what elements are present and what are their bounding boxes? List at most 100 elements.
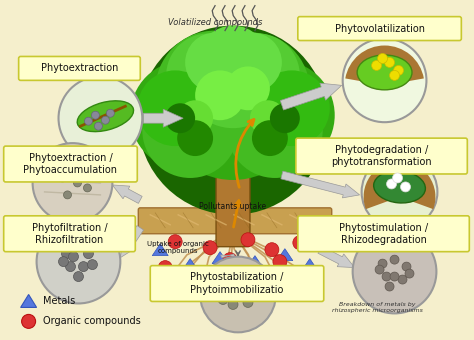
Circle shape <box>183 29 283 128</box>
Circle shape <box>69 252 79 261</box>
Circle shape <box>387 179 397 189</box>
Circle shape <box>83 249 93 259</box>
FancyArrow shape <box>120 225 144 258</box>
FancyArrow shape <box>112 185 142 203</box>
Polygon shape <box>302 259 318 271</box>
Polygon shape <box>162 269 178 280</box>
Circle shape <box>137 70 213 146</box>
Polygon shape <box>277 249 293 261</box>
Circle shape <box>142 82 238 178</box>
Circle shape <box>83 184 91 192</box>
Circle shape <box>72 242 82 252</box>
Circle shape <box>198 26 268 95</box>
Circle shape <box>248 289 258 300</box>
Circle shape <box>79 261 89 272</box>
Circle shape <box>194 33 310 148</box>
Circle shape <box>250 100 286 136</box>
Circle shape <box>385 282 394 291</box>
Circle shape <box>106 109 114 117</box>
FancyBboxPatch shape <box>216 153 250 247</box>
Circle shape <box>375 265 384 274</box>
Circle shape <box>265 243 279 257</box>
Circle shape <box>222 33 282 92</box>
Circle shape <box>402 262 411 271</box>
Text: Uptake of organic
compounds: Uptake of organic compounds <box>147 241 209 254</box>
Circle shape <box>223 253 237 267</box>
Circle shape <box>225 61 335 170</box>
Circle shape <box>226 66 270 110</box>
FancyArrow shape <box>281 171 360 198</box>
Circle shape <box>73 179 82 187</box>
Circle shape <box>398 275 407 284</box>
FancyArrow shape <box>143 109 183 127</box>
Circle shape <box>64 191 72 199</box>
Circle shape <box>94 122 102 130</box>
Text: Phytoextraction /
Phytoaccumulation: Phytoextraction / Phytoaccumulation <box>24 153 118 175</box>
FancyBboxPatch shape <box>18 56 140 80</box>
Text: Phytodegradation /
phytotransformation: Phytodegradation / phytotransformation <box>331 145 432 167</box>
Circle shape <box>195 70 245 120</box>
Text: Volatilized compounds: Volatilized compounds <box>168 18 262 27</box>
Circle shape <box>390 70 400 80</box>
Text: Phytovolatilization: Phytovolatilization <box>335 23 425 34</box>
Text: Organic compounds: Organic compounds <box>43 317 140 326</box>
Circle shape <box>390 272 399 281</box>
Circle shape <box>165 103 195 133</box>
Circle shape <box>238 279 248 289</box>
Circle shape <box>158 261 172 275</box>
Ellipse shape <box>374 171 425 203</box>
Circle shape <box>390 255 399 264</box>
Circle shape <box>155 31 275 150</box>
Circle shape <box>353 230 437 313</box>
Circle shape <box>177 120 213 156</box>
Circle shape <box>62 249 72 259</box>
Circle shape <box>33 143 112 223</box>
Circle shape <box>382 272 391 281</box>
Circle shape <box>166 34 250 117</box>
Circle shape <box>218 294 228 304</box>
Circle shape <box>378 53 388 64</box>
Circle shape <box>130 61 240 170</box>
Circle shape <box>393 65 403 75</box>
Circle shape <box>101 116 109 124</box>
Circle shape <box>168 235 182 249</box>
Circle shape <box>200 257 276 332</box>
Circle shape <box>58 257 69 267</box>
Circle shape <box>22 314 36 328</box>
Ellipse shape <box>357 55 412 90</box>
Circle shape <box>228 300 238 309</box>
FancyArrow shape <box>318 246 355 268</box>
Polygon shape <box>287 272 303 284</box>
Text: Phytoextraction: Phytoextraction <box>41 64 118 73</box>
Circle shape <box>273 255 287 269</box>
Text: Pollutants uptake: Pollutants uptake <box>200 202 266 211</box>
Circle shape <box>65 261 75 272</box>
Polygon shape <box>182 259 198 271</box>
Circle shape <box>343 38 427 122</box>
Circle shape <box>233 289 243 300</box>
Polygon shape <box>21 294 36 307</box>
Circle shape <box>84 117 92 125</box>
FancyBboxPatch shape <box>4 216 135 252</box>
Circle shape <box>91 111 100 119</box>
Circle shape <box>58 76 142 160</box>
Wedge shape <box>364 161 436 209</box>
FancyBboxPatch shape <box>138 208 332 234</box>
Circle shape <box>243 298 253 307</box>
FancyBboxPatch shape <box>296 138 467 174</box>
Circle shape <box>185 33 245 92</box>
Circle shape <box>252 120 288 156</box>
Circle shape <box>378 259 387 268</box>
Ellipse shape <box>77 101 134 132</box>
Circle shape <box>270 103 300 133</box>
Polygon shape <box>247 256 263 268</box>
Circle shape <box>158 31 308 180</box>
Circle shape <box>177 100 213 136</box>
FancyBboxPatch shape <box>298 17 461 40</box>
Text: Metals: Metals <box>43 296 75 306</box>
FancyBboxPatch shape <box>298 216 469 252</box>
Text: Phytofiltration /
Rhizofiltration: Phytofiltration / Rhizofiltration <box>32 223 107 245</box>
Circle shape <box>58 174 66 182</box>
FancyArrow shape <box>220 254 238 269</box>
Circle shape <box>293 236 307 250</box>
